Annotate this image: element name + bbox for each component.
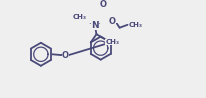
Text: O: O <box>100 0 107 9</box>
Text: CH₃: CH₃ <box>73 14 87 20</box>
Text: N: N <box>91 21 99 30</box>
Text: O: O <box>109 17 116 26</box>
Text: O: O <box>62 51 69 60</box>
Text: CH₃: CH₃ <box>129 22 143 28</box>
Text: CH₃: CH₃ <box>105 39 119 45</box>
